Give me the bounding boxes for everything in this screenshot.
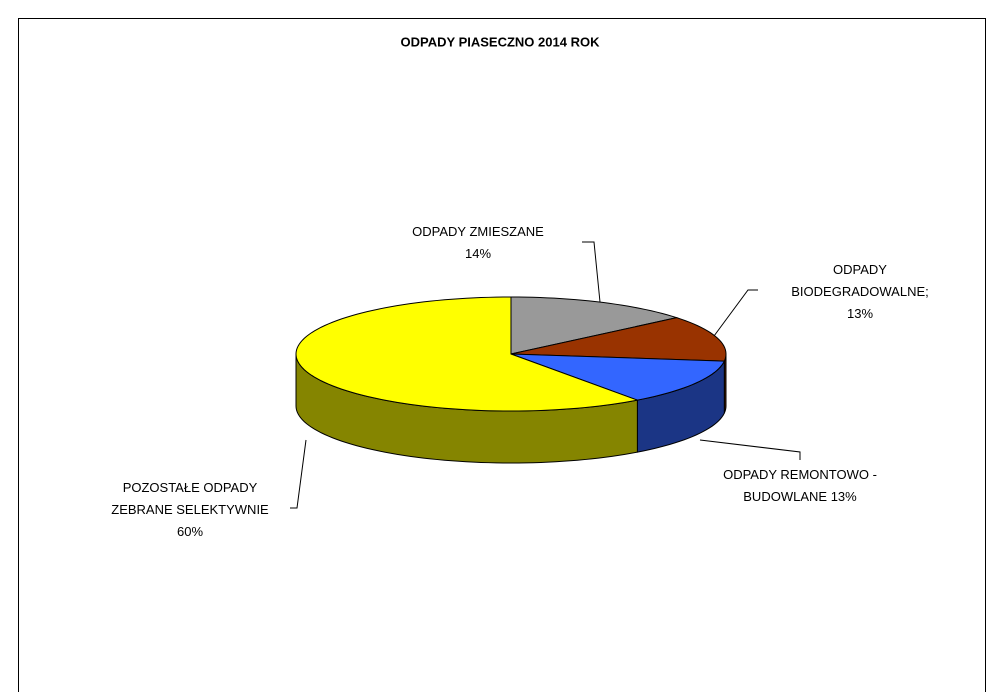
slice-label: ODPADY REMONTOWO - BUDOWLANE 13%: [700, 464, 900, 508]
leader-line: [290, 439, 307, 509]
slice-category: ODPADY BIODEGRADOWALNE;: [791, 262, 929, 299]
pie-slice: [510, 353, 726, 401]
leader-line: [713, 289, 758, 337]
slice-category: ODPADY REMONTOWO - BUDOWLANE: [723, 467, 877, 504]
slice-value-label: 60%: [176, 524, 204, 539]
pie: [295, 296, 727, 464]
leader-line: [699, 439, 801, 460]
leader-lines: [290, 241, 801, 509]
slice-value-label: 14%: [464, 246, 492, 261]
leader-line: [582, 241, 601, 303]
pie-slice: [510, 296, 679, 355]
slice-label: ODPADY BIODEGRADOWALNE; 13%: [790, 259, 930, 325]
pie-slice: [295, 296, 640, 412]
slice-category: ODPADY ZMIESZANE: [412, 224, 544, 239]
slice-label: POZOSTAŁE ODPADY ZEBRANE SELEKTYWNIE 60%: [110, 477, 270, 543]
chart-title: ODPADY PIASECZNO 2014 ROK: [401, 34, 601, 49]
pie-slice: [510, 317, 727, 362]
slice-value-label: 13%: [830, 489, 857, 504]
slice-category: POZOSTAŁE ODPADY ZEBRANE SELEKTYWNIE: [111, 480, 269, 517]
slice-value-label: 13%: [846, 306, 874, 321]
slice-label: ODPADY ZMIESZANE 14%: [378, 221, 578, 265]
